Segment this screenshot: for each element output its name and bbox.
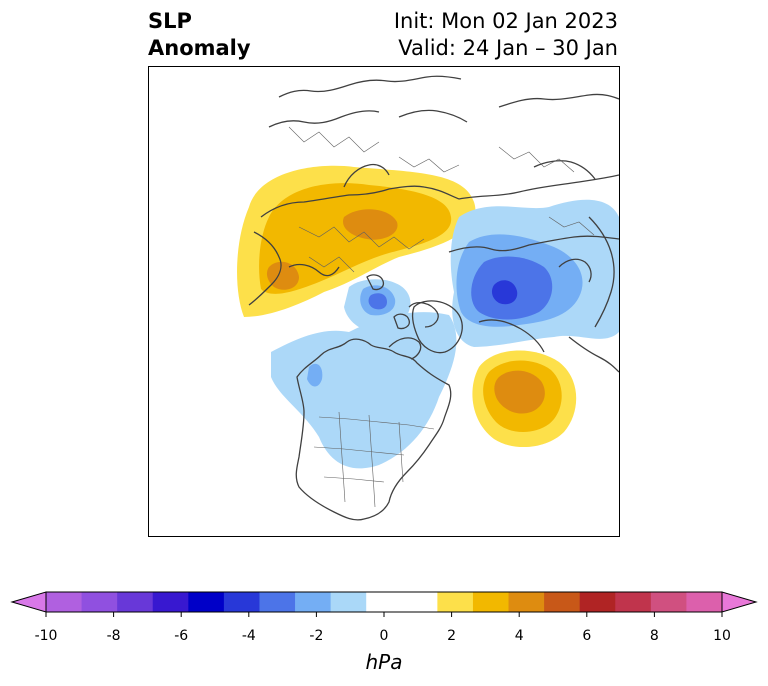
colorbar-cells — [46, 592, 723, 612]
colorbar-tick-label: -6 — [174, 628, 189, 644]
positive-anomaly-europe-core — [266, 261, 299, 290]
colorbar-cell — [472, 592, 510, 612]
positive-anomaly-atlantic-core — [494, 370, 545, 414]
colorbar-cell — [223, 592, 260, 612]
colorbar-tick-label: 6 — [582, 628, 592, 644]
colorbar-tick-label: -2 — [309, 628, 324, 644]
colorbar-tick-label: 8 — [649, 628, 659, 644]
colorbar-cell — [330, 592, 367, 612]
colorbar-cell — [544, 592, 581, 612]
colorbar-tick-label: 2 — [447, 628, 457, 644]
colorbar-cell — [46, 592, 83, 612]
colorbar-tick-marks — [45, 612, 723, 617]
negative-anomaly-west-canada — [307, 363, 323, 387]
colorbar-over-arrow — [721, 591, 758, 613]
colorbar-tick-label: 0 — [379, 628, 389, 644]
map-svg — [237, 75, 619, 521]
colorbar-tick-label: 4 — [514, 628, 524, 644]
colorbar-cell — [366, 592, 403, 612]
valid-range: Valid: 24 Jan – 30 Jan — [398, 36, 618, 60]
map-panel — [148, 66, 620, 537]
colorbar-cell — [579, 592, 616, 612]
colorbar-under-arrow — [10, 591, 47, 613]
title-variable: SLP — [148, 9, 192, 33]
borders — [288, 126, 595, 508]
colorbar-cell — [401, 592, 438, 612]
init-date: Init: Mon 02 Jan 2023 — [393, 9, 618, 33]
colorbar-cell — [295, 592, 332, 612]
negative-anomaly-north-america — [271, 312, 457, 469]
title-anomaly: Anomaly — [148, 36, 251, 60]
colorbar-cell — [437, 592, 474, 612]
title-left: SLP Anomaly — [148, 8, 251, 62]
colorbar-cell — [650, 592, 687, 612]
colorbar-cell — [188, 592, 225, 612]
title-right: Init: Mon 02 Jan 2023 Valid: 24 Jan – 30… — [394, 8, 618, 62]
positive-anomaly-eurasia-core — [343, 209, 398, 240]
colorbar-cell — [117, 592, 154, 612]
colorbar — [10, 591, 758, 617]
colorbar-cell — [259, 592, 296, 612]
colorbar-tick-label: -10 — [34, 628, 58, 644]
anomaly-fields — [237, 165, 619, 469]
colorbar-units-label: hPa — [365, 650, 403, 674]
colorbar-cell — [508, 592, 545, 612]
colorbar-tick-label: 10 — [713, 628, 731, 644]
colorbar-tick-label: -4 — [241, 628, 256, 644]
negative-anomaly-siberia-core — [491, 280, 518, 305]
colorbar-cell — [615, 592, 652, 612]
colorbar-tick-label: -8 — [106, 628, 121, 644]
negative-anomaly-arctic-core — [368, 293, 387, 310]
colorbar-cell — [81, 592, 118, 612]
colorbar-cell — [686, 592, 723, 612]
colorbar-cell — [152, 592, 189, 612]
coastlines — [248, 75, 619, 521]
